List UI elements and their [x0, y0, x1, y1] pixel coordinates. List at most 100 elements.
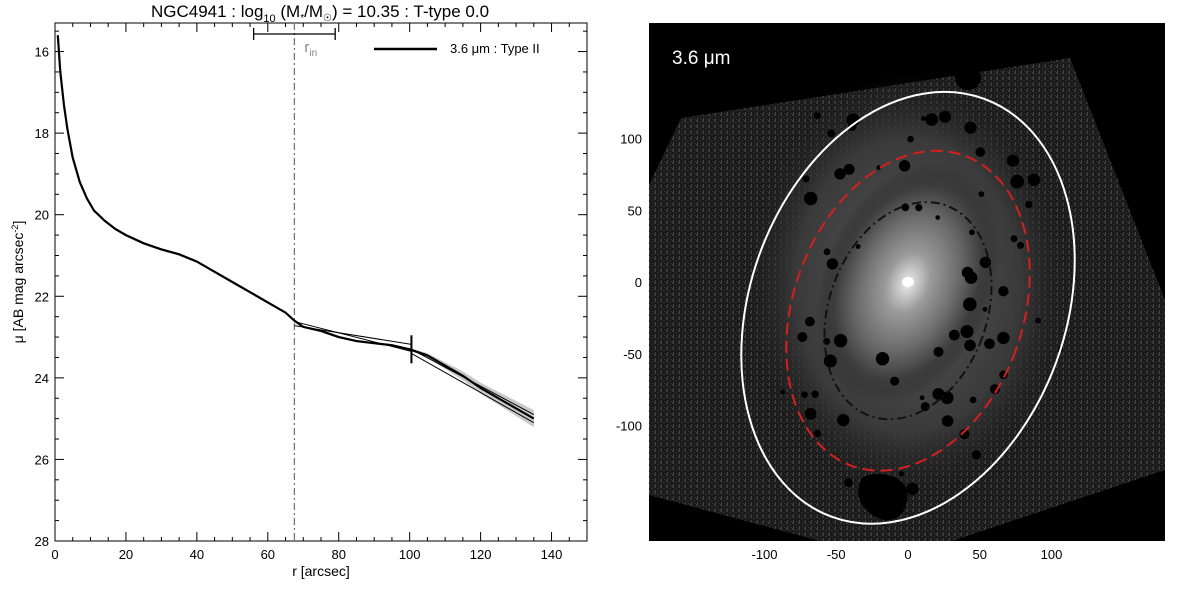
image-y-tick-label: 100	[620, 132, 642, 147]
profile-chart: NGC4941 : log10 (M*/M☉) = 10.35 : T-type…	[10, 2, 588, 579]
masked-source	[826, 258, 839, 270]
masked-source	[797, 332, 808, 342]
y-tick-label: 18	[35, 126, 49, 141]
ellipse-break	[785, 149, 1031, 472]
profile-ticks	[54, 23, 588, 542]
masked-source	[941, 415, 954, 427]
profile-line	[56, 35, 535, 420]
ellipse-outer	[740, 90, 1076, 525]
x-tick-label: 40	[190, 547, 204, 562]
x-tick-label: 100	[399, 547, 421, 562]
masked-source	[1027, 173, 1041, 186]
masked-source	[801, 391, 808, 398]
masked-source	[837, 413, 850, 427]
ellipse-inner	[823, 201, 993, 421]
masked-source	[959, 429, 970, 440]
x-axis-label: r [arcsec]	[292, 563, 350, 579]
image-y-tick-labels: 100 50 0 -50 -100	[616, 132, 642, 434]
masked-source	[780, 389, 786, 395]
masked-source	[998, 286, 1009, 297]
masked-source	[978, 191, 985, 198]
masked-source	[984, 338, 995, 350]
isophote-ellipses	[740, 90, 1076, 525]
y-tick-label: 22	[35, 289, 49, 304]
masked-source	[813, 429, 821, 438]
masked-source	[1006, 154, 1020, 167]
r-in-bracket	[252, 28, 336, 40]
chart-title: NGC4941 : log10 (M*/M☉) = 10.35 : T-type…	[151, 2, 489, 25]
image-y-tick-label: -50	[623, 347, 642, 362]
masked-source	[804, 191, 818, 206]
image-y-tick-label: 50	[628, 203, 642, 218]
fit-line	[411, 352, 535, 424]
masked-source	[979, 256, 992, 269]
masked-source	[804, 408, 817, 420]
masked-source	[1017, 241, 1024, 249]
r-in-label: rin	[304, 39, 317, 59]
masked-source	[948, 329, 960, 341]
masked-source	[834, 168, 846, 180]
masked-source	[963, 297, 977, 312]
masked-source	[827, 129, 836, 138]
masked-source	[823, 354, 837, 368]
y-axis-label: μ [AB mag arcsec-2]	[10, 221, 26, 344]
y-tick-label: 26	[35, 452, 49, 467]
masked-source	[823, 248, 831, 256]
masked-source	[1010, 235, 1018, 243]
y-tick-label: 24	[35, 371, 49, 386]
masked-source	[1035, 317, 1041, 324]
masked-source	[971, 450, 981, 460]
y-tick-label: 28	[35, 534, 49, 549]
y-tick-label: 16	[35, 45, 49, 60]
masked-source	[811, 390, 819, 398]
fit-lines	[294, 321, 535, 424]
masked-source	[907, 135, 914, 143]
masked-source	[933, 346, 944, 357]
x-tick-label: 60	[261, 547, 275, 562]
masked-source	[875, 352, 890, 366]
plot-frame	[54, 22, 588, 542]
masked-source	[935, 215, 940, 220]
image-x-tick-label: -100	[751, 547, 777, 562]
profile-error-band	[57, 34, 534, 428]
masked-star-top	[955, 66, 981, 90]
masked-source	[915, 204, 923, 212]
masked-source	[898, 160, 911, 172]
masked-source	[1010, 174, 1025, 189]
masked-source	[855, 244, 861, 249]
masked-source	[906, 482, 919, 496]
fit-line	[294, 321, 412, 352]
masked-source	[964, 121, 977, 134]
masked-source	[899, 471, 905, 477]
masked-source	[969, 229, 975, 236]
image-x-tick-label: 50	[973, 547, 987, 562]
masked-source	[961, 266, 974, 279]
masked-source	[1025, 200, 1033, 209]
masked-source	[802, 175, 810, 183]
masked-source	[919, 395, 925, 401]
masked-source	[813, 112, 821, 120]
masked-source	[982, 306, 988, 312]
masked-sources	[780, 110, 1064, 496]
masked-source	[844, 478, 853, 487]
masked-source	[990, 384, 1000, 394]
galaxy-image-panel: 3.6 μm -100 -50 0 50 100 100 50 0 -50 -100	[616, 23, 1165, 562]
masked-source	[876, 165, 882, 171]
legend-label: 3.6 μm : Type II	[450, 41, 540, 56]
masked-source	[969, 396, 977, 404]
image-x-tick-label: -50	[827, 547, 846, 562]
masked-source	[805, 316, 815, 327]
x-tick-label: 80	[331, 547, 345, 562]
masked-source	[833, 333, 848, 348]
masked-source	[997, 331, 1010, 345]
masked-source	[939, 110, 952, 123]
galaxy-core	[902, 277, 914, 287]
masked-source	[964, 339, 976, 352]
y-tick-label: 20	[35, 208, 49, 223]
masked-source	[921, 116, 926, 121]
masked-source	[843, 163, 855, 175]
masked-source	[975, 147, 986, 157]
masked-source	[940, 391, 954, 405]
x-tick-label: 140	[541, 547, 563, 562]
image-x-tick-labels: -100 -50 0 50 100	[751, 547, 1062, 562]
